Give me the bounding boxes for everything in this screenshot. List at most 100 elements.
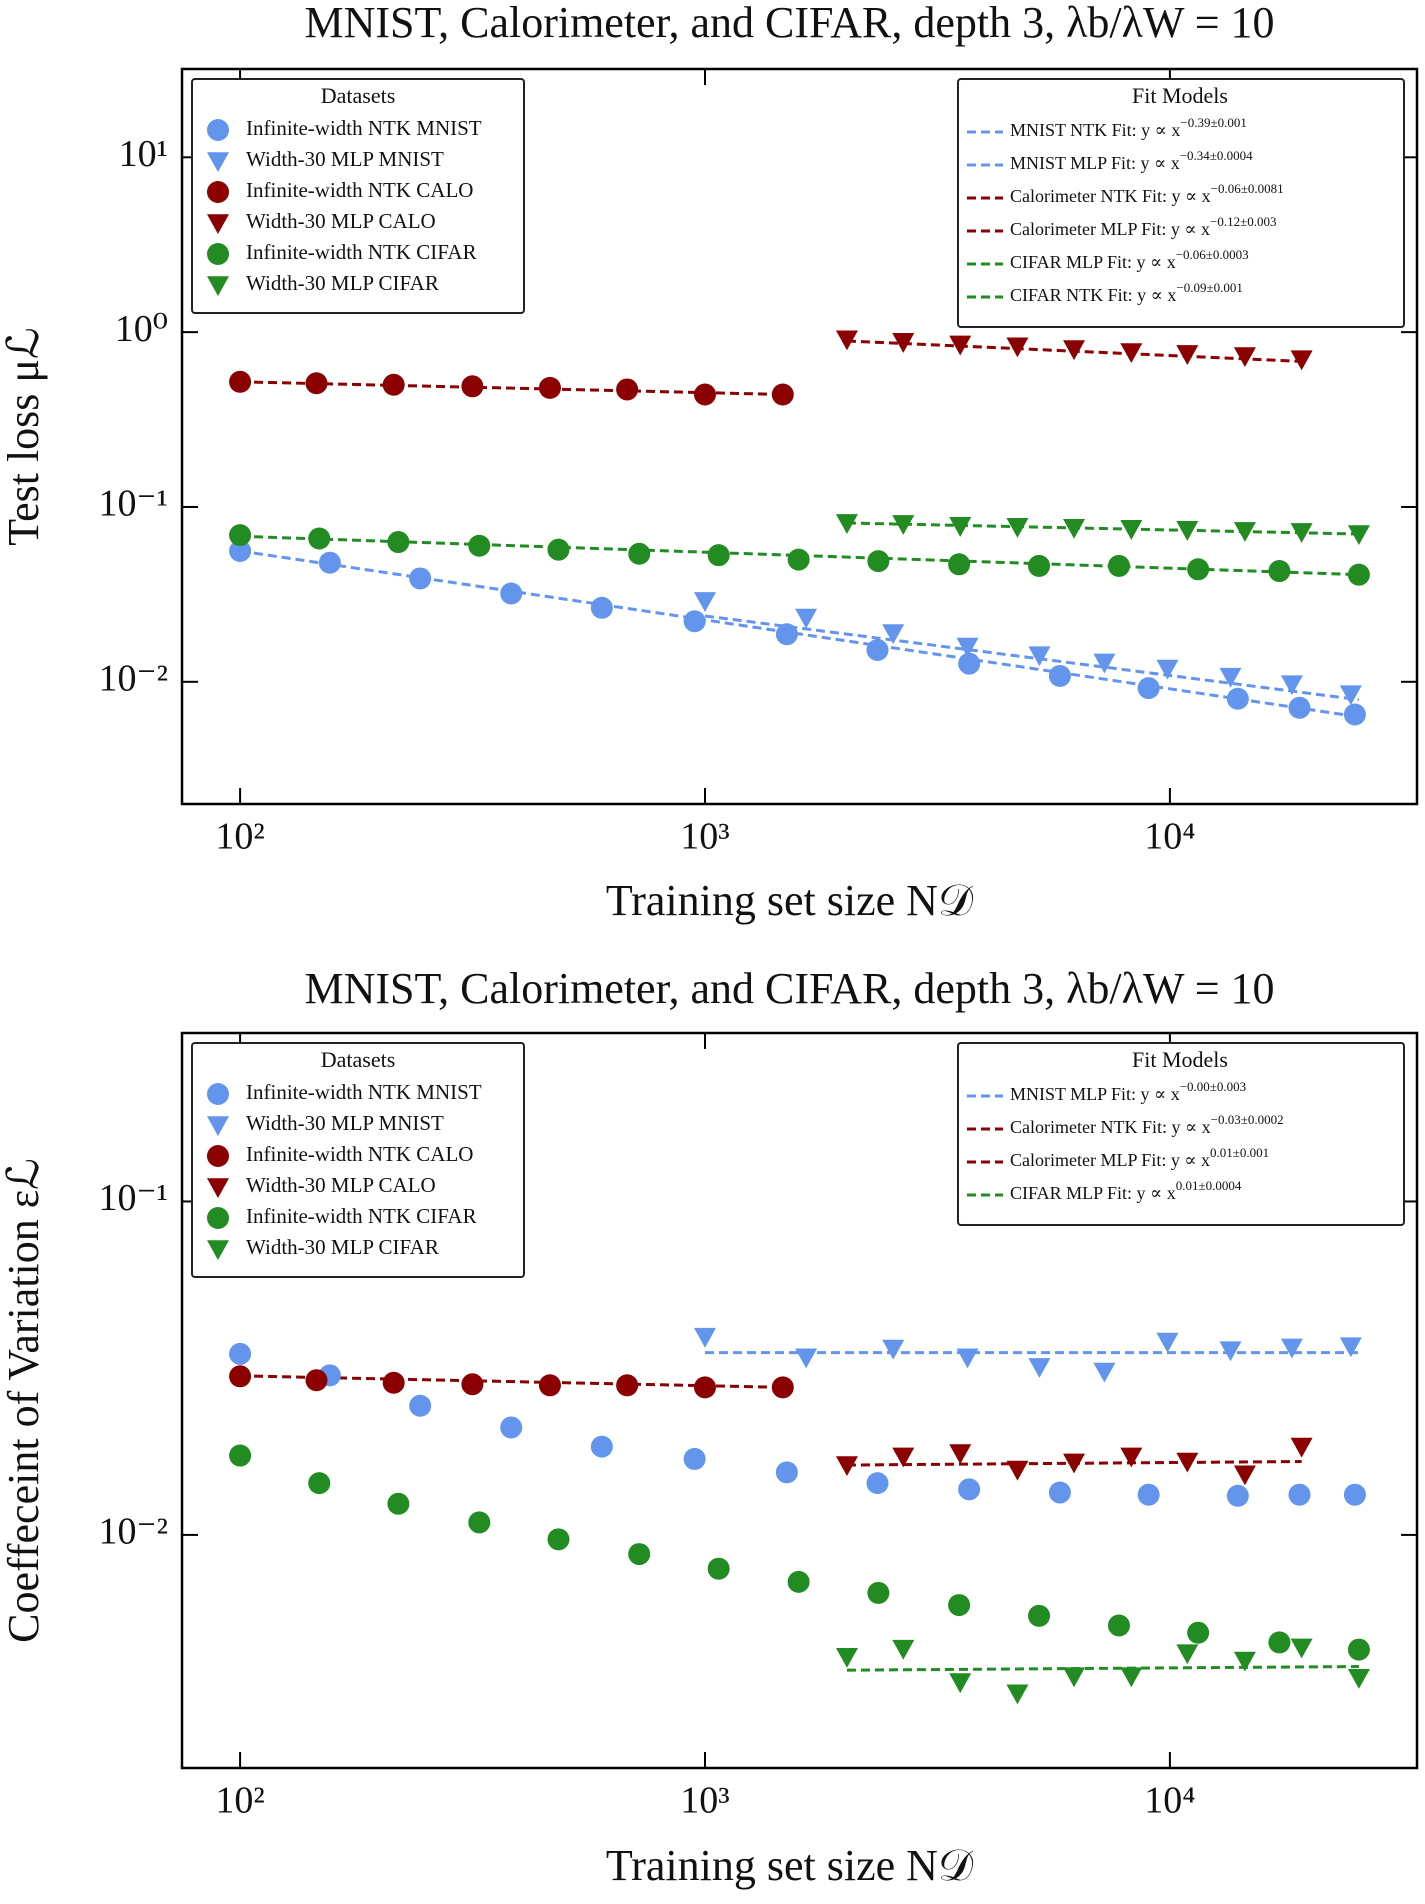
legend-label: Width-30 MLP CIFAR [246,1235,439,1259]
data-point [1280,675,1303,696]
data-point [590,596,613,619]
legend-box [191,78,525,314]
legend-box [957,78,1405,328]
data-point [1288,696,1311,719]
data-point [1233,1465,1256,1486]
fit-line [846,521,1359,536]
data-point [468,1511,491,1534]
data-point [1226,1484,1249,1507]
data-point [892,1447,915,1468]
data-point [1290,1437,1313,1458]
data-point [683,1447,706,1470]
data-point [949,1673,972,1694]
y-tick-label: 10⁻¹ [99,483,168,525]
legend-marker [207,1178,229,1198]
legend-label: Width-30 MLP MNIST [246,147,444,171]
data-point [1290,350,1313,371]
data-point [693,592,716,612]
data-point [683,610,706,633]
data-point [771,383,794,406]
data-point [1063,1453,1086,1474]
data-point [1120,1447,1143,1468]
data-point [1233,1651,1256,1672]
x-tick-label: 10⁴ [1144,1780,1195,1822]
data-point [882,1339,905,1360]
legend-label: Infinite-width NTK MNIST [246,116,482,140]
data-point [1120,343,1143,363]
data-point [229,539,252,562]
legend-label: Infinite-width NTK CIFAR [246,1204,477,1228]
data-point [308,1472,331,1495]
legend-label: Infinite-width NTK CALO [246,178,473,202]
legend-label: CIFAR NTK Fit: y ∝ x−0.09±0.001 [1010,280,1243,305]
data-point [775,623,798,646]
legend-marker [207,276,229,296]
legend-title: Datasets [321,83,396,108]
data-point [866,1472,889,1495]
legend-title: Datasets [321,1047,396,1072]
data-point [1268,1631,1291,1654]
data-point [229,524,252,547]
chart-title: MNIST, Calorimeter, and CIFAR, depth 3, … [304,0,1274,47]
data-point [1347,1638,1370,1661]
data-point [948,553,971,576]
fit-line [240,534,1359,577]
data-point [1028,554,1051,577]
data-point [949,1444,972,1465]
data-point [1339,1337,1362,1358]
data-point [1176,345,1199,365]
data-point [1048,664,1071,687]
data-point [1187,1621,1210,1644]
data-point [835,514,858,534]
data-point [1156,659,1179,680]
legend-label: Infinite-width NTK CIFAR [246,240,477,264]
data-point [771,1376,794,1399]
x-tick-label: 10² [215,816,264,858]
data-point [500,1416,523,1439]
data-point [1219,667,1242,688]
data-point [1093,1362,1116,1383]
data-point [1028,646,1051,667]
legend-marker [207,214,229,234]
data-point [409,1394,432,1417]
legend-marker [207,152,229,172]
data-point [866,639,889,662]
legend-marker [207,1083,229,1105]
data-point [892,333,915,353]
data-point [1347,1668,1370,1689]
y-axis-label: Test loss μℒ [0,327,48,545]
data-point [787,1570,810,1593]
legend-marker [207,181,229,203]
data-point [229,1365,252,1388]
legend-marker [207,1240,229,1260]
legend-box [191,1042,525,1278]
data-point [1093,653,1116,674]
data-point [1233,347,1256,368]
data-point [616,1374,639,1397]
data-point [1006,337,1029,358]
legend-label: Infinite-width NTK MNIST [246,1080,482,1104]
data-point [1006,1460,1029,1481]
data-point [1063,519,1086,539]
data-point [892,515,915,535]
data-point [1226,687,1249,710]
data-point [1347,525,1370,546]
data-point [775,1461,798,1484]
plot-frame [180,67,1419,806]
data-point [795,608,818,629]
y-tick-label: 10⁻² [99,1511,168,1553]
data-point [1028,1358,1051,1378]
legend-label: Calorimeter NTK Fit: y ∝ x−0.06±0.0081 [1010,181,1284,206]
legend-label: Width-30 MLP CIFAR [246,271,439,295]
data-point [956,637,979,658]
data-point [1176,521,1199,541]
legend-title: Fit Models [1132,1047,1228,1072]
data-point [547,538,570,561]
legend-label: Width-30 MLP CALO [246,209,436,233]
data-point [707,544,730,567]
y-axis-label: Coeffeceint of Variation εℒ [0,1158,48,1643]
data-point [1028,1604,1051,1627]
data-point [1176,1452,1199,1473]
data-point [1339,685,1362,706]
legend-label: Calorimeter MLP Fit: y ∝ x0.01±0.001 [1010,1145,1269,1170]
